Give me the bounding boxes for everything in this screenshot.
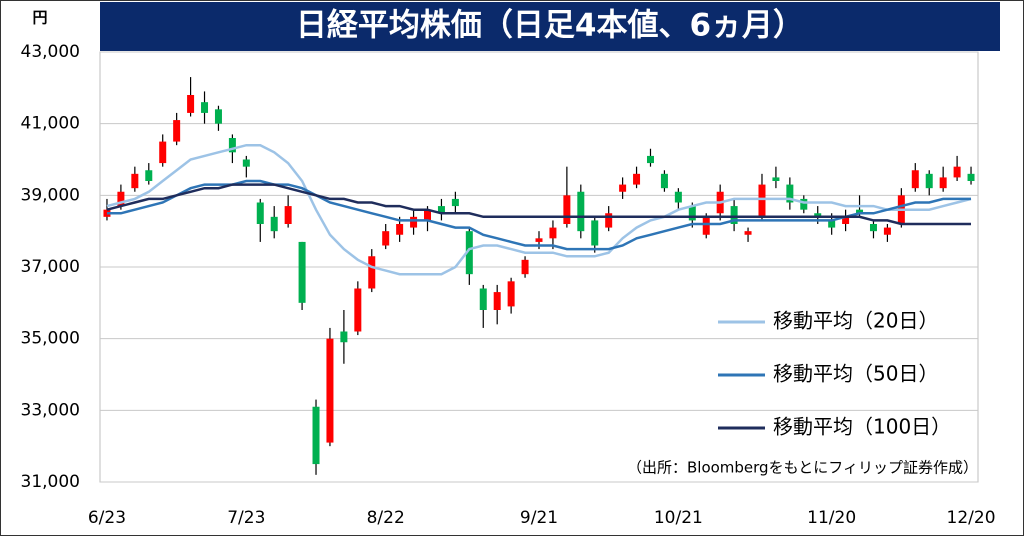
- y-tick-label: 39,000: [21, 185, 80, 205]
- candle-body: [549, 227, 557, 239]
- candle-body: [856, 209, 864, 214]
- candle-body: [396, 224, 404, 235]
- candle-body: [730, 206, 738, 224]
- x-tick-label: 6/23: [88, 508, 126, 528]
- x-tick-label: 12/20: [947, 508, 996, 528]
- candle-body: [479, 288, 487, 310]
- y-tick-label: 33,000: [21, 400, 80, 420]
- candle-body: [354, 288, 362, 332]
- y-tick-label: 43,000: [21, 42, 80, 62]
- candle-body: [270, 216, 278, 232]
- candle-body: [925, 173, 933, 189]
- candle-body: [410, 216, 418, 228]
- ma-line: [106, 143, 972, 276]
- candle-body: [688, 206, 696, 221]
- candle-body: [521, 259, 529, 275]
- candle-body: [883, 227, 891, 235]
- candle-body: [633, 173, 641, 185]
- candle-body: [507, 281, 515, 307]
- candle-body: [368, 256, 376, 289]
- candle-body: [758, 184, 766, 217]
- candle-body: [312, 406, 320, 465]
- candle-body: [660, 173, 668, 189]
- candle-body: [228, 138, 236, 153]
- candle-body: [145, 170, 153, 181]
- ma-line: [107, 179, 971, 251]
- candle-body: [103, 209, 111, 217]
- candle-body: [577, 191, 585, 232]
- source-note: （出所：Bloombergをもとにフィリップ証券作成）: [627, 459, 978, 477]
- candle-body: [173, 120, 181, 142]
- candle-body: [646, 155, 654, 164]
- x-tick-label: 11/20: [807, 508, 856, 528]
- candle-body: [298, 241, 306, 303]
- candle-body: [967, 173, 975, 181]
- candle-body: [256, 202, 264, 224]
- candle-body: [828, 220, 836, 228]
- candle-body: [953, 166, 961, 178]
- x-tick-label: 9/21: [520, 508, 558, 528]
- y-tick-label: 37,000: [21, 257, 80, 277]
- candle-body: [702, 216, 710, 235]
- candle-body: [326, 338, 334, 443]
- legend-label: 移動平均（50日）: [773, 362, 938, 386]
- candle-body: [424, 209, 432, 221]
- y-tick-label: 35,000: [21, 329, 80, 349]
- candle-body: [340, 331, 348, 343]
- candle-body: [591, 220, 599, 246]
- candle-body: [939, 177, 947, 189]
- candle-body: [187, 95, 195, 113]
- legend-label: 移動平均（100日）: [773, 415, 951, 439]
- candle-body: [674, 191, 682, 203]
- candle-body: [201, 102, 209, 113]
- candle-body: [382, 231, 390, 246]
- candle-body: [619, 184, 627, 192]
- candle-body: [911, 170, 919, 189]
- candle-body: [214, 109, 222, 124]
- candle-body: [814, 213, 822, 217]
- title-band: [100, 2, 1000, 51]
- candle-body: [535, 238, 543, 242]
- candle-body: [800, 198, 808, 210]
- candle-body: [242, 159, 250, 167]
- x-tick-label: 7/23: [227, 508, 265, 528]
- y-tick-label: 41,000: [21, 114, 80, 134]
- candle-body: [563, 195, 571, 224]
- grid: [100, 51, 978, 483]
- ma-line: [106, 183, 971, 226]
- candle-body: [159, 141, 167, 164]
- y-tick-label: 31,000: [21, 472, 80, 492]
- candle-body: [786, 184, 794, 203]
- x-tick-label: 10/21: [654, 508, 703, 528]
- candle-body: [744, 231, 752, 235]
- candle-body: [284, 206, 292, 224]
- candle-body: [493, 292, 501, 310]
- candle-body: [131, 173, 139, 189]
- candle-body: [117, 191, 125, 207]
- x-tick-label: 8/22: [367, 508, 405, 528]
- chart-title: 日経平均株価（日足4本値、6ヵ月）: [296, 8, 804, 44]
- candle-body: [437, 206, 445, 214]
- candle-body: [869, 224, 877, 232]
- candle-body: [465, 231, 473, 275]
- y-unit: 円: [32, 9, 47, 27]
- candle-body: [451, 198, 459, 207]
- legend-label: 移動平均（20日）: [773, 309, 938, 333]
- candle-body: [605, 213, 613, 228]
- candle-body: [842, 216, 850, 224]
- candle-body: [772, 177, 780, 181]
